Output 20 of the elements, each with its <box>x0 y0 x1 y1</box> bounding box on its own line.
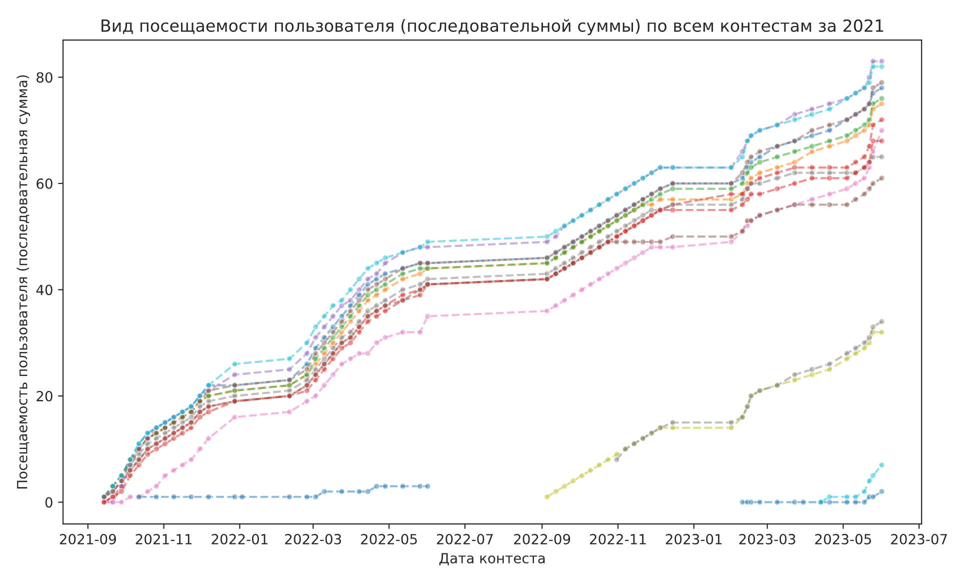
x-tick-label: 2022-03 <box>285 534 342 544</box>
y-tick-label: 40 <box>36 284 52 296</box>
x-axis-title: Дата контеста <box>439 553 545 566</box>
x-tick-label: 2021-09 <box>60 534 116 544</box>
x-tick-label: 2023-07 <box>891 534 947 544</box>
y-tick-label: 0 <box>45 497 52 508</box>
x-tick-label: 2022-01 <box>212 534 268 544</box>
x-tick-label: 2022-05 <box>361 534 417 544</box>
x-tick-label: 2023-03 <box>739 534 796 544</box>
x-tick-label: 2022-11 <box>590 534 646 544</box>
chart-title: Вид посещаемости пользователя (последовательной суммы) по всем контестам за 2021 <box>102 19 884 36</box>
x-tick-label: 2022-07 <box>436 534 493 544</box>
x-tick-label: 2021-11 <box>136 534 192 544</box>
x-tick-label: 2023-01 <box>666 534 722 544</box>
y-tick-label: 20 <box>36 390 52 402</box>
y-tick-label: 60 <box>36 178 52 189</box>
y-axis-title: Посещаемость пользователя (последовательная сумма) <box>16 75 30 488</box>
x-tick-label: 2023-05 <box>815 534 871 544</box>
y-tick-label: 80 <box>36 72 52 83</box>
x-tick-label: 2022-09 <box>514 534 570 544</box>
